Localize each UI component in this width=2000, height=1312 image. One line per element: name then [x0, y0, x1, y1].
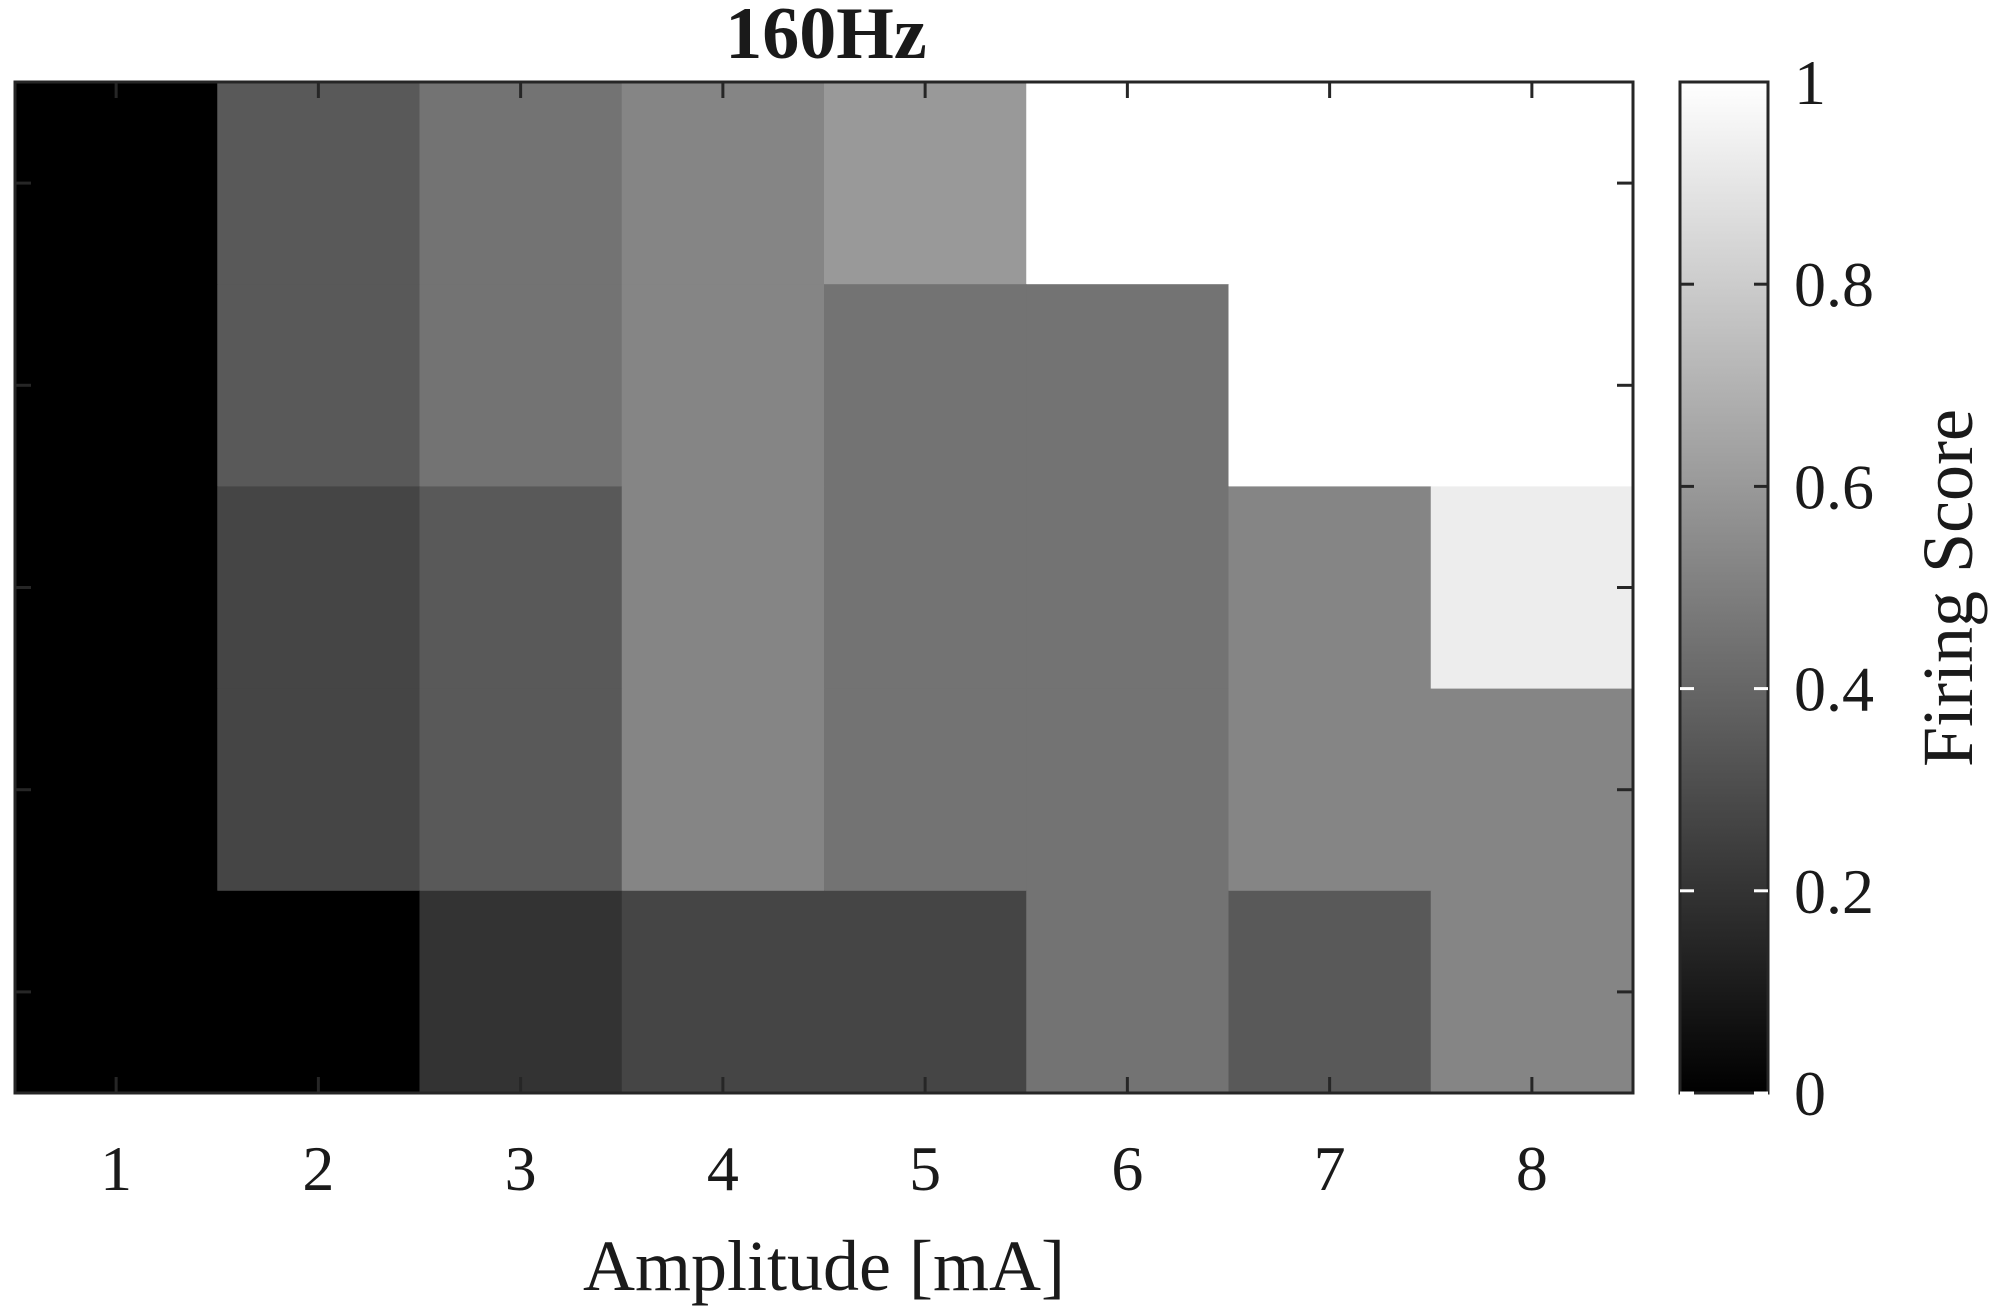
x-tick-label-7: 7 [1314, 1133, 1346, 1204]
heatmap-cell-r4-c3 [419, 688, 623, 892]
heatmap-cell-r3-c3 [419, 486, 623, 690]
x-tick-label-6: 6 [1111, 1133, 1143, 1204]
chart-title: 160Hz [725, 0, 926, 75]
heatmap-cell-r5-c5 [824, 890, 1027, 1094]
x-tick-label-8: 8 [1516, 1133, 1548, 1204]
x-axis-label: Amplitude [mA] [583, 1226, 1065, 1306]
heatmap-cell-r1-c1 [15, 82, 218, 285]
heatmap-cell-r1-c7 [1228, 82, 1432, 285]
heatmap-cell-r2-c5 [824, 284, 1027, 487]
heatmap-cell-r3-c1 [15, 486, 218, 690]
heatmap-cell-r5-c2 [217, 890, 421, 1094]
heatmap-cell-r5-c4 [621, 890, 825, 1094]
heatmap-cell-r2-c1 [15, 284, 218, 487]
y-ticks [15, 181, 1633, 994]
colorbar-tick-label-0: 0 [1794, 1058, 1826, 1129]
x-tick-label-1: 1 [100, 1133, 132, 1204]
heatmap-cell-r2-c3 [419, 284, 623, 487]
heatmap-cell-r1-c3 [419, 82, 623, 285]
heatmap-cell-r2-c6 [1026, 284, 1230, 487]
heatmap-cell-r1-c4 [621, 82, 825, 285]
heatmap-cell-r1-c2 [217, 82, 421, 285]
heatmap-cell-r4-c8 [1430, 688, 1634, 892]
heatmap-cell-r5-c1 [15, 890, 218, 1094]
colorbar-ticks: 0 0.2 0.4 0.6 0.8 1 [1680, 47, 1874, 1129]
heatmap-cell-r3-c2 [217, 486, 421, 690]
colorbar-tick-label-1: 1 [1794, 47, 1826, 118]
heatmap-cell-r4-c7 [1228, 688, 1432, 892]
heatmap-cell-r3-c6 [1026, 486, 1230, 690]
heatmap-cell-r1-c8 [1430, 82, 1634, 285]
colorbar-tick-label-0.8: 0.8 [1794, 249, 1874, 320]
heatmap-cell-r2-c7 [1228, 284, 1432, 487]
heatmap-cell-r1-c6 [1026, 82, 1230, 285]
x-tick-label-2: 2 [302, 1133, 334, 1204]
colorbar [1678, 80, 1770, 1095]
colorbar-tick-label-0.2: 0.2 [1794, 856, 1874, 927]
heatmap-cells [15, 82, 1634, 1094]
colorbar-label: Firing Score [1908, 409, 1988, 767]
colorbar-tick-label-0.6: 0.6 [1794, 451, 1874, 522]
x-tick-label-5: 5 [909, 1133, 941, 1204]
heatmap-cell-r4-c4 [621, 688, 825, 892]
heatmap-cell-r2-c8 [1430, 284, 1634, 487]
heatmap-cell-r1-c5 [824, 82, 1027, 285]
heatmap-cell-r5-c6 [1026, 890, 1230, 1094]
heatmap-cell-r2-c2 [217, 284, 421, 487]
heatmap-cell-r5-c7 [1228, 890, 1432, 1094]
heatmap-cell-r4-c2 [217, 688, 421, 892]
heatmap-cell-r5-c3 [419, 890, 623, 1094]
colorbar-tick-label-0.4: 0.4 [1794, 654, 1874, 725]
x-ticks: 1 2 3 4 5 6 7 8 [100, 82, 1548, 1204]
heatmap-cell-r3-c4 [621, 486, 825, 690]
heatmap-cell-r3-c7 [1228, 486, 1432, 690]
heatmap-cell-r3-c5 [824, 486, 1027, 690]
heatmap-cell-r2-c4 [621, 284, 825, 487]
heatmap-cell-r3-c8 [1430, 486, 1634, 690]
heatmap-cell-r5-c8 [1430, 890, 1634, 1094]
heatmap-cell-r4-c6 [1026, 688, 1230, 892]
heatmap-cell-r4-c5 [824, 688, 1027, 892]
x-tick-label-4: 4 [707, 1133, 739, 1204]
heatmap-cell-r4-c1 [15, 688, 218, 892]
x-tick-label-3: 3 [505, 1133, 537, 1204]
